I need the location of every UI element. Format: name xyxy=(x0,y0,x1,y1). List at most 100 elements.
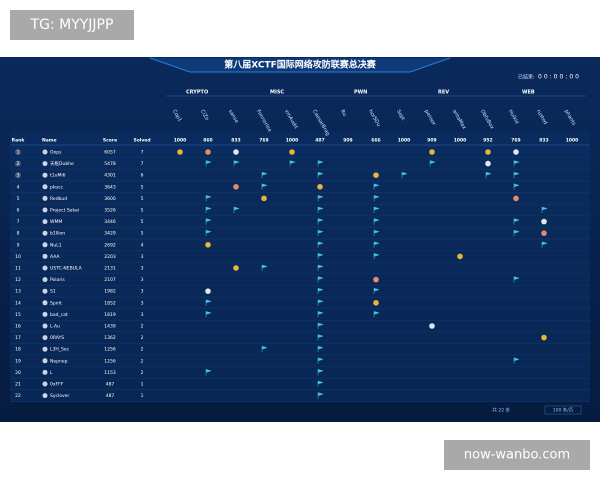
challenge-name: Ru xyxy=(339,109,347,118)
rank: 20 xyxy=(15,370,21,376)
solved: 2 xyxy=(141,370,144,376)
solve-flag xyxy=(317,171,324,179)
footer-total: 共 22 条 xyxy=(492,407,510,414)
table-bg xyxy=(10,132,590,402)
challenge-points: 909 xyxy=(343,138,352,144)
challenge-points: 833 xyxy=(539,138,548,144)
solved: 3 xyxy=(141,266,144,272)
challenge-points: 1000 xyxy=(566,138,579,144)
first-blood-medal xyxy=(233,265,239,271)
score: 2692 xyxy=(104,242,116,248)
team-logo xyxy=(42,195,48,201)
score: 1153 xyxy=(104,370,116,376)
rank: 10 xyxy=(15,254,21,260)
solve-flag xyxy=(317,380,324,387)
solve-flag xyxy=(513,357,520,364)
solve-flag xyxy=(205,369,212,376)
solve-flag xyxy=(233,206,240,213)
solve-flag xyxy=(373,195,380,202)
solve-flag xyxy=(541,241,548,248)
title: 第八届XCTF国际网络攻防联赛总决赛 xyxy=(224,59,377,71)
rank-badge xyxy=(15,149,21,155)
team-logo xyxy=(42,346,48,352)
rank: 7 xyxy=(17,219,20,225)
first-blood-medal xyxy=(541,230,547,236)
team-logo xyxy=(42,335,48,341)
page-size-select[interactable] xyxy=(544,405,582,415)
solve-flag xyxy=(317,195,324,202)
watermark: now-wanbo.com xyxy=(464,448,570,463)
challenge-points: 1000 xyxy=(286,138,299,144)
team-name: Syclover xyxy=(50,393,69,399)
rank: 22 xyxy=(15,393,21,399)
solve-flag xyxy=(317,369,324,376)
solve-flag xyxy=(317,241,324,248)
timer: 00:00:00 xyxy=(538,74,581,81)
solve-flag xyxy=(205,195,212,202)
solved: 3 xyxy=(141,312,144,318)
solve-flag xyxy=(513,171,520,179)
challenge-points: 769 xyxy=(259,138,268,144)
team-name: 0xFFF xyxy=(50,382,64,388)
solve-flag xyxy=(373,229,380,237)
solve-flag xyxy=(205,311,212,318)
team-logo xyxy=(42,207,48,213)
solve-flag xyxy=(485,171,492,179)
solved: 3 xyxy=(141,277,144,283)
first-blood-medal xyxy=(233,149,239,155)
solve-flag xyxy=(513,229,520,237)
score: 3429 xyxy=(104,231,116,237)
first-blood-medal xyxy=(485,149,491,155)
solved: 3 xyxy=(141,289,144,295)
challenge-points: 1000 xyxy=(454,138,467,144)
solve-flag xyxy=(261,171,268,179)
solved: 4 xyxy=(141,242,144,248)
team-name: S1 xyxy=(50,289,56,295)
score: 2203 xyxy=(104,254,116,260)
team-name: Nepnep xyxy=(50,358,68,364)
solve-flag xyxy=(317,264,324,271)
solve-flag xyxy=(373,241,380,248)
team-name: Redbud xyxy=(50,196,67,202)
score: 487 xyxy=(106,382,115,388)
solve-flag xyxy=(317,276,324,283)
solve-flag xyxy=(317,345,324,353)
score: 6057 xyxy=(104,150,116,156)
rank: 1 xyxy=(17,150,20,156)
solved: 2 xyxy=(141,347,144,353)
solve-flag xyxy=(205,229,212,237)
first-blood-medal xyxy=(541,334,547,341)
first-blood-medal xyxy=(429,149,435,155)
category-name: CRYPTO xyxy=(186,90,208,96)
team-logo xyxy=(42,277,48,283)
team-name: Oops xyxy=(50,150,62,156)
rank: 5 xyxy=(17,196,20,202)
solve-flag xyxy=(317,311,324,318)
solved: 2 xyxy=(141,335,144,341)
solved: 1 xyxy=(141,382,144,388)
team-name: t1uMi6 xyxy=(50,173,66,179)
footer-page-size[interactable]: 100 条/页 xyxy=(553,407,574,414)
first-blood-medal xyxy=(233,184,239,190)
challenge-name: CiZe xyxy=(199,109,210,122)
category-name: MISC xyxy=(270,90,284,96)
team-name: bad_cat xyxy=(50,312,68,318)
team-name: WMM xyxy=(50,219,62,225)
solve-flag xyxy=(317,299,324,306)
team-logo xyxy=(42,172,48,178)
team-name: AAA xyxy=(50,254,60,260)
first-blood-medal xyxy=(457,253,463,260)
challenge-name: Cop1 xyxy=(171,109,183,123)
first-blood-medal xyxy=(485,160,491,167)
first-blood-medal xyxy=(205,242,211,248)
challenge-name: Sept xyxy=(395,109,406,122)
solve-flag xyxy=(373,311,380,318)
challenge-points: 487 xyxy=(315,138,324,144)
team-logo xyxy=(42,253,48,259)
team-logo xyxy=(42,161,48,167)
first-blood-medal xyxy=(177,149,183,155)
team-name: b1llion xyxy=(50,231,65,237)
rank-badge xyxy=(15,160,21,167)
